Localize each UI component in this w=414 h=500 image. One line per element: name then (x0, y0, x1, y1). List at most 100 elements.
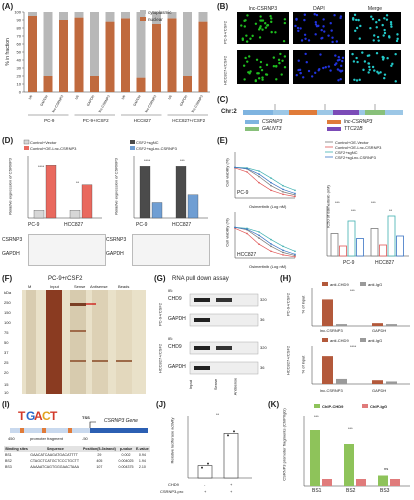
cell (358, 37, 361, 40)
cell (259, 65, 262, 69)
tick-label: GAPDH (39, 94, 49, 107)
y-axis-label: % of input (300, 355, 306, 374)
cell (377, 39, 380, 42)
gel-title: PC-9+rCSF2 (48, 276, 83, 282)
cell (335, 40, 339, 43)
cell (327, 34, 330, 37)
micrograph-tile (349, 50, 401, 84)
cell (257, 77, 261, 80)
series-line (234, 166, 296, 194)
protein-label: GAPDH (168, 316, 186, 322)
legend-swatch (245, 127, 259, 131)
kda-label: 320 (260, 297, 267, 302)
y-axis-label: Cell viability (%) (224, 158, 230, 187)
bar (33, 210, 45, 219)
position-right: -50 (82, 436, 88, 441)
cell (307, 39, 311, 42)
bar-nuclear (105, 21, 115, 93)
table-header: E-value (135, 447, 149, 451)
cell (314, 23, 318, 26)
cell (363, 60, 367, 63)
cell (264, 22, 267, 25)
cell (390, 25, 393, 28)
cell (385, 18, 389, 21)
gene-name: TTC21B (344, 126, 363, 132)
cell (270, 20, 273, 24)
lane-label: Input (187, 380, 193, 389)
cell (331, 40, 334, 44)
group-label: HCC827 (134, 118, 152, 123)
bar (197, 465, 213, 479)
bar (45, 165, 57, 219)
bar (187, 194, 199, 219)
sig-marker: **** (38, 164, 45, 169)
blot (189, 361, 259, 375)
cell (275, 78, 278, 81)
panel-label: (I) (2, 400, 10, 409)
y-tick-label: 100 (14, 10, 21, 15)
legend-entry: Control+OE-Lnc-CSRNP3 (335, 145, 382, 150)
cell (368, 65, 371, 69)
micrograph-tile (293, 50, 345, 84)
cell (322, 66, 325, 70)
bar (356, 479, 366, 486)
gene-name: lnc-CSRNP3 (344, 119, 373, 125)
tss-label: TSS (82, 415, 90, 420)
y-tick-label: 10 (17, 82, 22, 87)
cell (372, 39, 375, 42)
legend-swatch (130, 140, 135, 144)
panel-label: (D) (2, 136, 14, 145)
legend-entry: CSF2+sgLnc-CSRNP3 (335, 155, 376, 160)
legend-swatch (314, 404, 320, 408)
bar (139, 166, 151, 219)
band (92, 360, 108, 362)
cell (318, 67, 321, 71)
legend-swatch (362, 404, 368, 408)
group-label: PC-9 (28, 222, 40, 228)
cell (269, 14, 272, 18)
y-tick-label: 90 (17, 18, 22, 23)
cell (259, 25, 262, 28)
cell (358, 78, 361, 82)
cell (389, 21, 393, 24)
bar (175, 166, 187, 219)
band (116, 360, 132, 362)
cell (297, 29, 300, 33)
table-header: Binding sites (5, 447, 28, 451)
bar (322, 356, 333, 384)
motif-logo: T G A C T (10, 409, 148, 433)
cell (259, 15, 262, 18)
cell (359, 24, 362, 28)
cell (313, 13, 316, 16)
cell (319, 53, 322, 56)
col-title: lnc-CSRNP3 (248, 6, 278, 12)
cell (338, 58, 341, 61)
cell (337, 55, 341, 59)
cell (322, 18, 325, 21)
lane-antisense (92, 290, 108, 394)
bar-cytoplasmic (90, 12, 99, 76)
y-axis-label: Relative expression of CSRNP3 (113, 158, 119, 215)
panel-label: (C) (217, 95, 229, 104)
cell (246, 60, 249, 63)
legend-swatch (245, 120, 259, 124)
cell (373, 69, 376, 72)
tick-label: lnc-CSRNP3 (98, 94, 111, 113)
table-header: Sequence (46, 447, 64, 451)
row-value: - (204, 482, 206, 487)
cell (277, 58, 281, 62)
ib-label: IB: (168, 288, 173, 293)
sig-marker: ** (389, 208, 393, 213)
legend-swatch (24, 146, 29, 150)
legend-entry: Control+OE-Lnc-CSRNP3 (30, 146, 77, 151)
category-label: BS1 (312, 488, 322, 494)
cell (283, 66, 287, 69)
cell (351, 52, 354, 56)
cell (304, 52, 307, 56)
col-title: DAPI (313, 6, 325, 12)
cell (265, 63, 269, 67)
bar (344, 444, 354, 486)
cell (352, 18, 355, 21)
band (70, 360, 86, 362)
category-label: lnc-CSRNP3 (320, 388, 343, 393)
